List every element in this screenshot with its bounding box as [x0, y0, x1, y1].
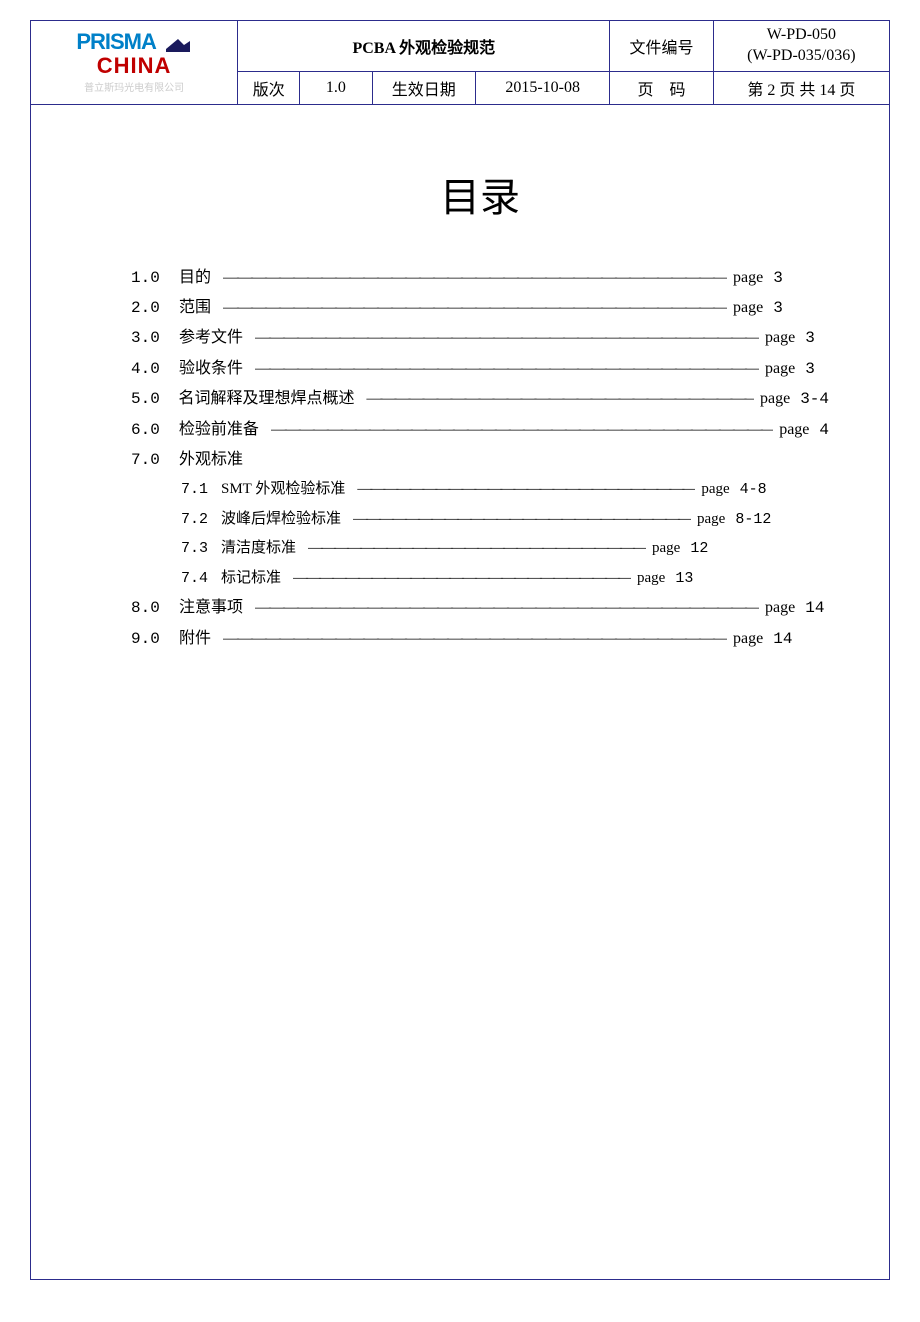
toc-label: 名词解释及理想焊点概述: [178, 384, 354, 414]
toc-page-number: 3: [805, 323, 815, 353]
version-label: 版次: [238, 71, 300, 104]
toc-number: 2.0: [131, 293, 179, 323]
toc-row: 2.0范围 ———————————————————————————————————…: [131, 293, 829, 323]
toc-leader: ——————————————————————————: [353, 505, 691, 534]
toc-page-number: 3: [773, 263, 783, 293]
toc-page-number: 3: [773, 293, 783, 323]
toc-label: 外观标准: [179, 445, 243, 475]
toc-row: 7.1SMT 外观检验标准 ——————————————————————————p…: [181, 475, 829, 505]
toc-page-word: page: [733, 293, 763, 323]
toc-number: 5.0: [131, 384, 178, 414]
toc-number: 7.2: [181, 506, 221, 535]
toc-row: 7.2波峰后焊检验标准 ——————————————————————————pag…: [181, 505, 829, 535]
toc-number: 9.0: [131, 624, 179, 654]
toc-page-word: page: [760, 384, 790, 414]
toc-label: 参考文件: [179, 323, 243, 353]
toc-row: 1.0目的 ———————————————————————————————————…: [131, 263, 829, 293]
toc-label: SMT 外观检验标准: [221, 475, 345, 504]
toc-page-word: page: [733, 263, 763, 293]
toc-page-number: 3-4: [800, 384, 829, 414]
toc-page-word: page: [765, 354, 795, 384]
toc-leader: ——————————————————————————: [308, 534, 646, 563]
toc-page-word: page: [765, 593, 795, 623]
toc-row: 8.0注意事项 —————————————————————————————————…: [131, 593, 829, 623]
toc-leader: ——————————————————————————: [357, 475, 695, 504]
document-page: PRISMA CHINA 普立斯玛光电有限公司 PCBA 外观检验规范 文件编号…: [30, 20, 890, 1280]
toc-page-number: 3: [805, 354, 815, 384]
toc-label: 附件: [179, 624, 211, 654]
toc-row: 7.4标记标准 ——————————————————————————page 13: [181, 564, 829, 594]
toc-number: 7.0: [131, 445, 179, 475]
toc-leader: ————————————————————————————————————: [255, 323, 759, 353]
toc-page-word: page: [765, 323, 795, 353]
toc-label: 范围: [179, 293, 211, 323]
effective-date-label: 生效日期: [372, 71, 475, 104]
toc-leader: ————————————————————————————: [366, 384, 754, 414]
toc-leader: ————————————————————————————————————: [271, 415, 773, 445]
toc-number: 1.0: [131, 263, 179, 293]
toc-leader: ————————————————————————————————————: [223, 624, 727, 654]
content-area: 目录 1.0目的————————————————————————————————…: [31, 105, 889, 655]
toc-leader: ————————————————————————————————————: [255, 354, 759, 384]
toc-row: 4.0验收条件 —————————————————————————————————…: [131, 354, 829, 384]
toc-page-word: page: [652, 534, 680, 563]
toc-page-number: 12: [690, 535, 708, 564]
doc-number-label: 文件编号: [610, 21, 713, 71]
toc-number: 3.0: [131, 323, 179, 353]
toc-page-number: 13: [675, 565, 693, 594]
logo-cell: PRISMA CHINA 普立斯玛光电有限公司: [31, 21, 238, 104]
effective-date-value: 2015-10-08: [475, 71, 609, 104]
toc-label: 验收条件: [179, 354, 243, 384]
toc-number: 7.4: [181, 565, 221, 594]
toc-number: 8.0: [131, 593, 179, 623]
logo-text-prisma: PRISMA: [76, 29, 156, 54]
toc-page-word: page: [733, 624, 763, 654]
page-label: 页 码: [610, 71, 713, 104]
logo-subtitle: 普立斯玛光电有限公司: [84, 79, 184, 94]
toc-row: 5.0名词解释及理想焊点概述 ——————————————————————————…: [131, 384, 829, 414]
logo-graphic-icon: [164, 35, 192, 55]
toc-page-number: 8-12: [735, 506, 771, 535]
version-value: 1.0: [300, 71, 372, 104]
toc-page-number: 14: [805, 593, 824, 623]
toc-number: 7.3: [181, 535, 221, 564]
toc-page-word: page: [779, 415, 809, 445]
toc-label: 波峰后焊检验标准: [221, 505, 341, 534]
toc-page-number: 4: [819, 415, 829, 445]
toc-number: 4.0: [131, 354, 179, 384]
toc-title: 目录: [131, 165, 829, 223]
toc-page-number: 14: [773, 624, 792, 654]
toc-leader: ————————————————————————————————————: [223, 263, 727, 293]
toc-number: 6.0: [131, 415, 179, 445]
toc-row: 9.0附件 ———————————————————————————————————…: [131, 624, 829, 654]
toc-page-word: page: [697, 505, 725, 534]
document-title: PCBA 外观检验规范: [238, 21, 610, 71]
toc-number: 7.1: [181, 476, 221, 505]
toc-row: 7.3清洁度标准 ——————————————————————————page 12: [181, 534, 829, 564]
toc-row: 6.0检验前准备 ————————————————————————————————…: [131, 415, 829, 445]
toc-leader: ————————————————————————————————————: [223, 293, 727, 323]
doc-number-1: W-PD-050: [722, 25, 881, 46]
company-logo: PRISMA CHINA 普立斯玛光电有限公司: [33, 27, 235, 97]
toc-label: 注意事项: [179, 593, 243, 623]
toc-page-word: page: [701, 475, 729, 504]
doc-number-2: (W-PD-035/036): [722, 46, 881, 67]
logo-text-china: CHINA: [97, 55, 172, 77]
header-table: PRISMA CHINA 普立斯玛光电有限公司 PCBA 外观检验规范 文件编号…: [31, 21, 889, 105]
toc-label: 目的: [179, 263, 211, 293]
toc-container: 1.0目的———————————————————————————————————…: [131, 263, 829, 655]
doc-number-cell: W-PD-050 (W-PD-035/036): [713, 21, 889, 71]
toc-label: 标记标准: [221, 564, 281, 593]
toc-label: 清洁度标准: [221, 534, 296, 563]
toc-page-word: page: [637, 564, 665, 593]
toc-row: 7.0外观标准: [131, 445, 829, 475]
toc-leader: ————————————————————————————————————: [255, 593, 759, 623]
toc-row: 3.0参考文件 —————————————————————————————————…: [131, 323, 829, 353]
toc-label: 检验前准备: [179, 415, 259, 445]
toc-leader: ——————————————————————————: [293, 564, 631, 593]
page-value: 第 2 页 共 14 页: [713, 71, 889, 104]
toc-page-number: 4-8: [740, 476, 767, 505]
